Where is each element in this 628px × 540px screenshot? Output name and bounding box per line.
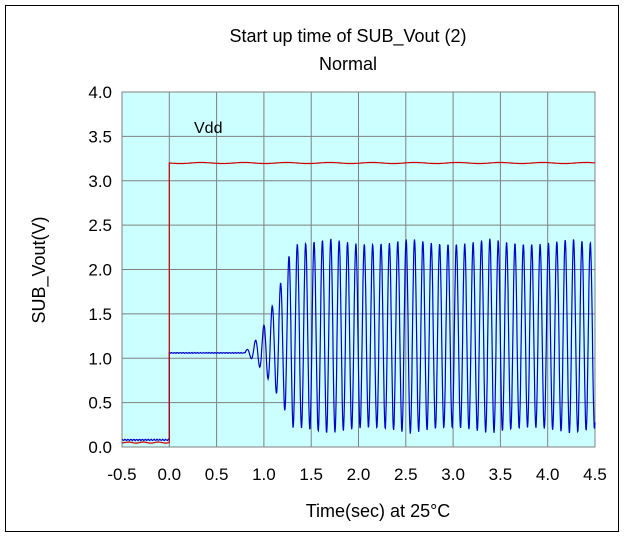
chart-title: Start up time of SUB_Vout (2): [229, 26, 466, 47]
x-tick-label: 2.5: [394, 465, 418, 484]
series-layer: [121, 161, 596, 444]
y-tick-labels: 0.0 0.5 1.0 1.5 2.0 2.5 3.0 3.5 4.0: [88, 83, 112, 457]
y-tick-label: 4.0: [88, 83, 112, 102]
x-tick-labels: -0.5 0.0 0.5 1.0 1.5 2.0 2.5 3.0 3.5 4.0 4.5: [107, 465, 606, 484]
y-tick-label: 1.5: [88, 305, 112, 324]
x-tick-label: 1.0: [252, 465, 276, 484]
x-tick-label: 1.5: [299, 465, 323, 484]
vdd-annotation: Vdd: [194, 120, 222, 137]
chart-subtitle: Normal: [319, 54, 377, 74]
y-tick-label: 2.5: [88, 216, 112, 235]
y-axis-label: SUB_Vout(V): [29, 216, 50, 323]
x-tick-label: 4.5: [583, 465, 607, 484]
x-tick-label: 0.5: [205, 465, 229, 484]
x-axis-label: Time(sec) at 25°C: [306, 501, 451, 521]
y-tick-label: 2.0: [88, 261, 112, 280]
x-tick-label: 2.0: [347, 465, 371, 484]
x-tick-label: -0.5: [107, 465, 136, 484]
x-tick-label: 3.5: [489, 465, 513, 484]
vdd-line: [121, 161, 596, 444]
y-tick-label: 1.0: [88, 349, 112, 368]
y-tick-label: 3.5: [88, 127, 112, 146]
y-tick-label: 3.0: [88, 172, 112, 191]
x-tick-label: 4.0: [536, 465, 560, 484]
x-tick-label: 3.0: [441, 465, 465, 484]
y-tick-label: 0.0: [88, 438, 112, 457]
x-tick-label: 0.0: [157, 465, 181, 484]
sub-vout-line: [121, 238, 596, 442]
y-tick-label: 0.5: [88, 394, 112, 413]
